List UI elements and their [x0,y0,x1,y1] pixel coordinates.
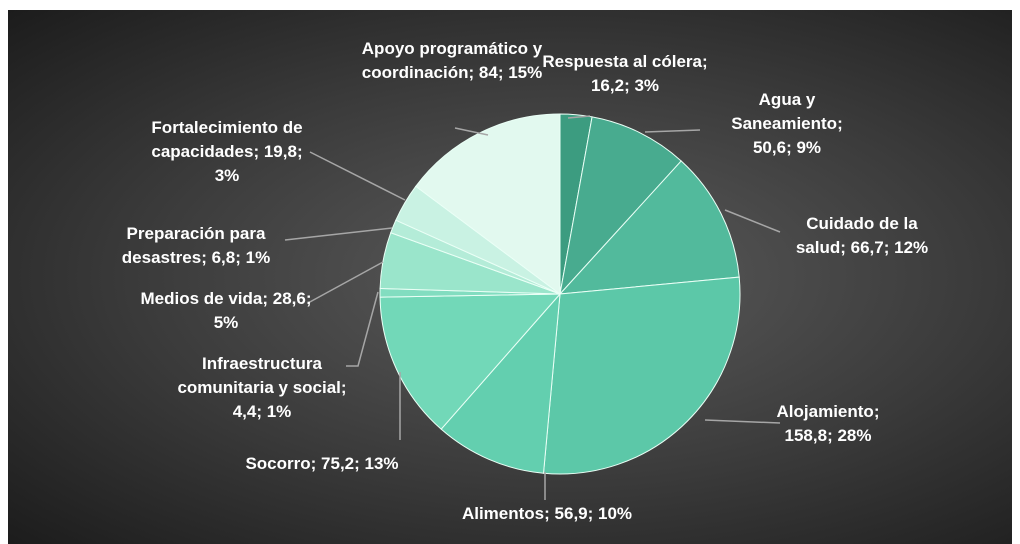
data-label: Medios de vida; 28,6; 5% [131,287,321,335]
separator: ; [340,378,347,397]
separator: ; [262,289,273,308]
separator: ; [786,138,797,157]
pie-area [284,113,781,500]
leader-line [454,127,489,136]
separator: ; [587,504,599,523]
percent-label: 28% [837,426,872,445]
data-label: Cuidado de la salud; 66,7; 12% [782,212,942,260]
percent-label: 9% [796,138,822,157]
percent-label: 5% [213,313,239,332]
value-label: 50,6 [752,138,787,157]
percent-label: 3% [634,76,660,95]
separator: ; [296,142,303,161]
leader-line [307,261,384,304]
category-name: Fortalecimiento de capacidades [151,118,303,161]
category-name: Medios de vida [140,289,263,308]
separator: ; [354,454,365,473]
percent-label: 1% [245,248,271,267]
leader-line [724,209,781,233]
separator: ; [497,63,509,82]
category-name: Respuesta al cólera [542,52,703,71]
percent-label: 3% [214,166,240,185]
separator: ; [840,238,851,257]
separator: ; [827,426,838,445]
data-label: Infraestructura comunitaria y social; 4,… [177,352,347,424]
separator: ; [883,238,895,257]
leader-line [346,291,379,367]
leader-line [704,419,781,424]
category-name: Infraestructura comunitaria y social [177,354,341,397]
data-label: Socorro; 75,2; 13% [242,452,402,476]
separator: ; [310,454,322,473]
separator: ; [305,289,312,308]
data-label: Alimentos; 56,9; 10% [452,502,642,526]
leader-line [309,151,406,201]
separator: ; [253,142,264,161]
pie-slice [440,292,561,474]
category-name: Cuidado de la salud [795,214,918,257]
separator: ; [256,402,267,421]
pie-slice [379,293,562,430]
separator: ; [235,248,246,267]
category-name: Preparación para desastres [121,224,266,267]
value-label: 6,8 [211,248,236,267]
category-name: Socorro [245,454,311,473]
data-label: Fortalecimiento de capacidades; 19,8; 3% [137,116,317,188]
value-label: 75,2 [321,454,355,473]
value-label: 84 [478,63,498,82]
percent-label: 13% [364,454,399,473]
value-label: 158,8 [784,426,828,445]
leader-line [644,129,701,133]
pie-slice [542,276,741,475]
data-label: Respuesta al cólera; 16,2; 3% [540,50,710,98]
percent-label: 12% [894,238,929,257]
value-label: 28,6 [272,289,306,308]
leader-line [284,227,393,241]
chart: Respuesta al cólera; 16,2; 3% Agua y Sane… [8,10,1012,544]
separator: ; [544,504,555,523]
value-label: 4,4 [232,402,257,421]
category-name: Agua y Saneamiento [731,90,838,133]
data-label: Apoyo programático y coordinación; 84; 1… [357,37,547,85]
value-label: 16,2 [590,76,625,95]
separator: ; [468,63,479,82]
data-label: Preparación para desastres; 6,8; 1% [91,222,301,270]
data-label: Agua y Saneamiento; 50,6; 9% [717,88,857,160]
pie-slice [559,116,682,296]
separator: ; [624,76,635,95]
separator: ; [702,52,708,71]
separator: ; [201,248,212,267]
separator: ; [837,114,843,133]
value-label: 56,9 [554,504,588,523]
data-label: Alojamiento; 158,8; 28% [753,400,903,448]
pie-slice [558,160,740,295]
leader-line [567,115,591,119]
separator: ; [873,402,880,421]
percent-label: 15% [508,63,543,82]
category-name: Apoyo programático y coordinación [361,39,543,82]
value-label: 19,8 [263,142,297,161]
value-label: 66,7 [850,238,884,257]
category-name: Alimentos [461,504,545,523]
category-name: Alojamiento [776,402,874,421]
percent-label: 10% [598,504,633,523]
percent-label: 1% [266,402,292,421]
